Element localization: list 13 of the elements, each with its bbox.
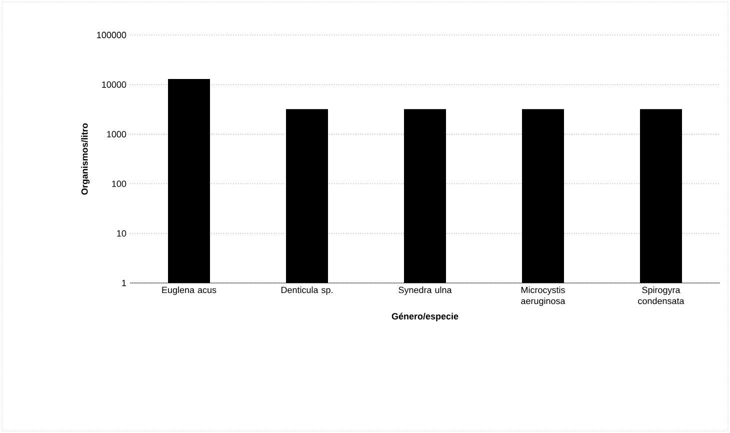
- x-tick-label: Spirogyra condensata: [638, 286, 684, 304]
- x-tick-label: Denticula sp.: [281, 286, 332, 295]
- x-tick-label: Microcystis aeruginosa: [521, 286, 566, 306]
- y-tick-label: 10000: [102, 81, 126, 88]
- y-tick-label: 100: [112, 180, 126, 187]
- y-axis-title: Organismos/litro: [81, 123, 90, 195]
- y-tick-label: 1000: [107, 131, 126, 138]
- y-tick-label: 1: [122, 280, 126, 286]
- y-tick-label: 100000: [97, 32, 126, 38]
- x-axis-title: Género/especie: [392, 312, 458, 322]
- x-tick-label: Synedra ulna: [398, 286, 452, 295]
- x-tick-label: Euglena acus: [162, 286, 216, 295]
- y-tick-label: 10: [117, 230, 126, 237]
